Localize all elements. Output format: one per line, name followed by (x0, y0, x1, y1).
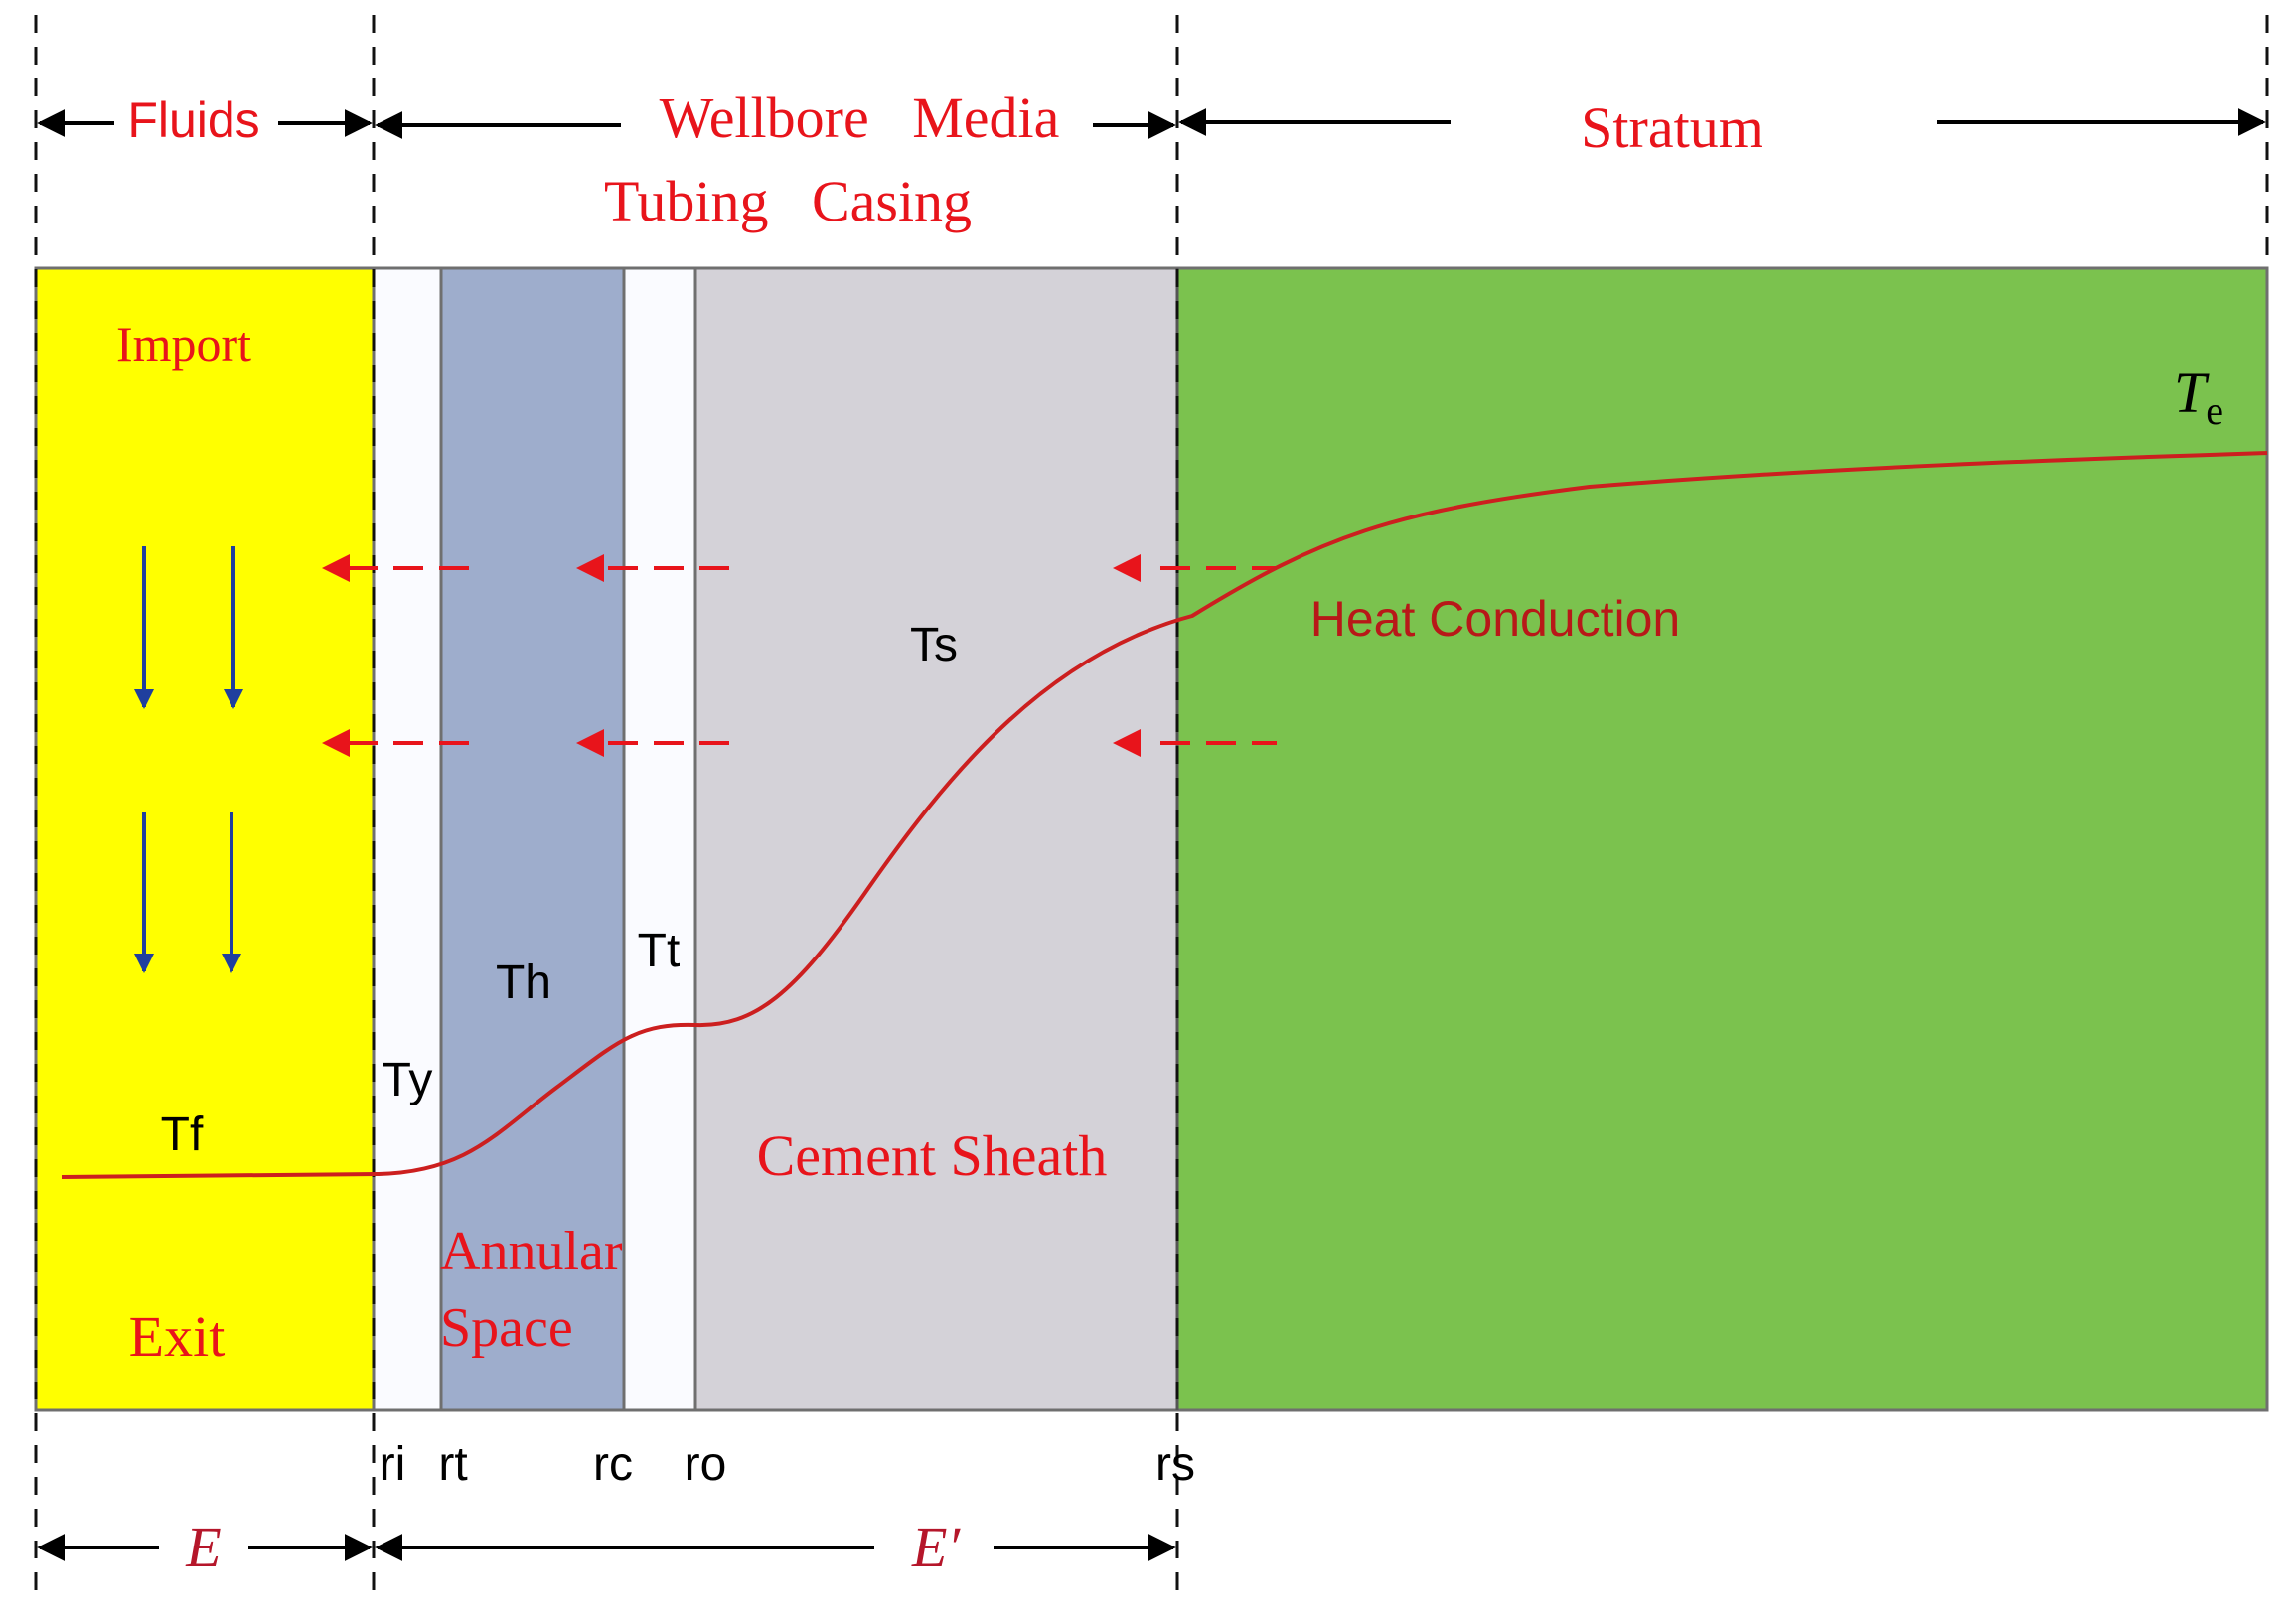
downward-flow-arrows (134, 546, 243, 973)
import-label: Import (116, 316, 251, 371)
exit-label: Exit (129, 1304, 226, 1369)
cement-sheath-zone (695, 268, 1177, 1410)
fluid-zone (36, 268, 374, 1410)
th-label: Th (496, 957, 551, 1009)
zone-borders (34, 266, 2269, 1412)
rc-label: rc (593, 1438, 633, 1491)
boundary-dashed-lines (34, 15, 2269, 1604)
e-prime-label: E′ (911, 1515, 961, 1579)
fluids-label: Fluids (127, 92, 259, 148)
te-base: T (2174, 361, 2210, 425)
rt-label: rt (438, 1438, 467, 1491)
tubing-wall (374, 268, 441, 1410)
te-label: Te (2174, 361, 2223, 433)
tubing-casing-label: Tubing Casing (604, 169, 972, 233)
ro-label: ro (685, 1438, 727, 1491)
tt-label: Tt (638, 925, 681, 977)
stratum-label: Stratum (1581, 95, 1763, 160)
ts-label: Ts (910, 619, 958, 671)
heat-flow-arrows (322, 554, 1277, 757)
header-arrows (37, 108, 2266, 139)
annular-space-label-line1: Annular (440, 1221, 623, 1282)
cement-sheath-label: Cement Sheath (757, 1123, 1108, 1188)
e-label: E (185, 1515, 221, 1579)
casing-wall (624, 268, 695, 1410)
wellbore-media-label: Wellbore Media (660, 85, 1060, 150)
ty-label: Ty (383, 1054, 433, 1106)
annular-space-label-line2: Space (440, 1297, 573, 1359)
tf-label: Tf (161, 1108, 204, 1161)
rs-label: rs (1155, 1438, 1195, 1491)
heat-conduction-label: Heat Conduction (1310, 591, 1680, 647)
annular-space-zone (441, 268, 624, 1410)
temperature-profile-curve (61, 451, 2268, 1179)
stratum-zone (1177, 268, 2267, 1410)
ri-label: ri (380, 1438, 406, 1491)
te-subscript: e (2206, 388, 2223, 433)
